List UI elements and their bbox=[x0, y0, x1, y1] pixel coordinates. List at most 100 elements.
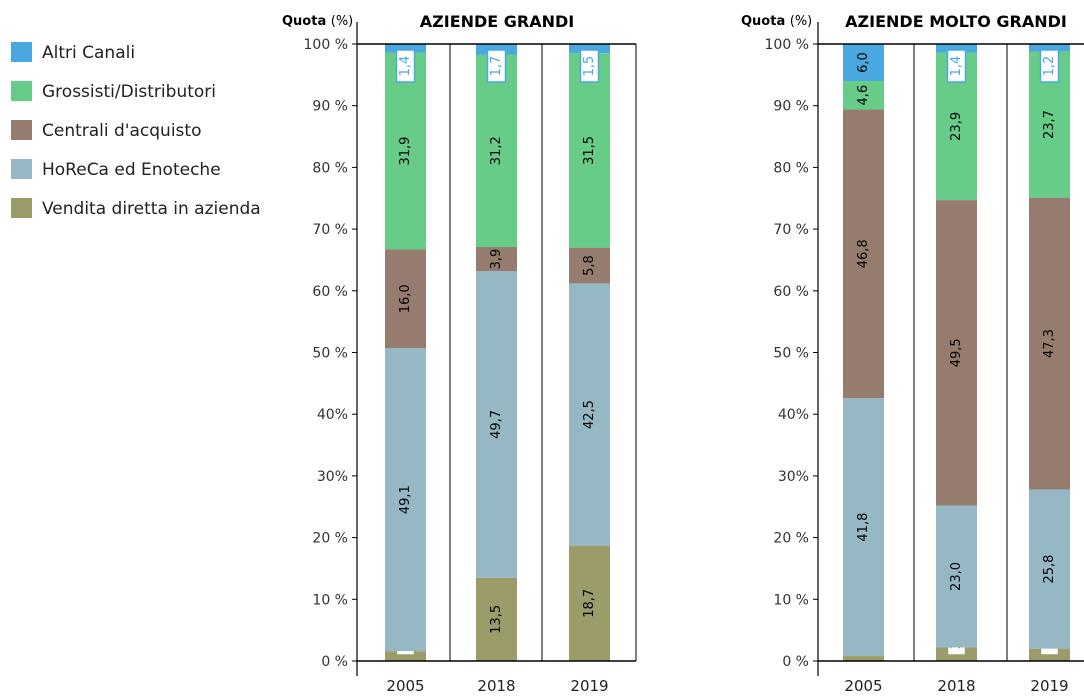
y-tick-label: 50 % bbox=[773, 346, 809, 362]
data-label-box bbox=[1039, 49, 1060, 83]
x-tick-label: 2005 bbox=[386, 677, 424, 693]
data-label-box bbox=[579, 49, 600, 83]
bar-segment-altri-canali bbox=[569, 44, 610, 54]
y-tick-label: 30% bbox=[778, 469, 809, 485]
bar-segment-vendita-diretta-in-azienda bbox=[569, 545, 610, 661]
data-label: 46,8 bbox=[856, 239, 871, 268]
data-label: 31,2 bbox=[489, 136, 504, 165]
y-tick-label: 70 % bbox=[773, 222, 809, 238]
chart-title: AZIENDE MOLTO GRANDI bbox=[845, 12, 1067, 31]
data-label: 1,4 bbox=[949, 56, 964, 77]
y-axis-label-text: Quota bbox=[741, 14, 790, 29]
y-axis-label-text: Quota bbox=[282, 14, 331, 29]
data-label: 25,8 bbox=[1042, 555, 1057, 584]
chart-title: AZIENDE GRANDI bbox=[420, 12, 575, 31]
y-tick-label: 100 % bbox=[304, 37, 348, 53]
bar-segment-altri-canali bbox=[476, 44, 517, 55]
y-axis-label: Quota (%) bbox=[282, 14, 353, 29]
legend-swatch-2 bbox=[11, 81, 32, 101]
y-axis-label-unit: (%) bbox=[790, 14, 813, 29]
data-label: 4,6 bbox=[856, 85, 871, 106]
y-tick-label: 90 % bbox=[773, 99, 809, 115]
data-label: 1,7 bbox=[489, 56, 504, 77]
bar-segment-altri-canali bbox=[936, 44, 977, 53]
bar-segment-altri-canali bbox=[1029, 44, 1070, 52]
data-label: 1,4 bbox=[398, 56, 413, 77]
bar-segment-centrali-d-acquisto bbox=[936, 200, 977, 506]
y-tick-label: 10 % bbox=[312, 592, 348, 608]
data-label: 23,7 bbox=[1042, 110, 1057, 139]
y-tick-label: 60 % bbox=[773, 284, 809, 300]
data-label: 1,2 bbox=[1042, 56, 1057, 77]
data-label: 41,8 bbox=[856, 513, 871, 542]
y-axis-label-unit: (%) bbox=[331, 14, 354, 29]
legend-swatch-3 bbox=[11, 120, 32, 140]
y-axis-label: Quota (%) bbox=[741, 14, 812, 29]
y-tick-label: 0 % bbox=[321, 654, 348, 670]
bar-segment-grossisti-distributori bbox=[476, 54, 517, 247]
data-label: 31,9 bbox=[398, 137, 413, 166]
data-label: 49,1 bbox=[398, 485, 413, 514]
x-tick-label: 2018 bbox=[477, 677, 515, 693]
bar-segment-centrali-d-acquisto bbox=[843, 109, 884, 399]
y-tick-label: 0 % bbox=[782, 654, 809, 670]
legend-label-5: Vendita diretta in azienda bbox=[42, 199, 261, 219]
bar-segment-altri-canali bbox=[843, 44, 884, 82]
bar-segment-altri-canali bbox=[385, 44, 426, 53]
legend-label-2: Grossisti/Distributori bbox=[42, 82, 216, 102]
legend-label-4: HoReCa ed Enoteche bbox=[42, 160, 221, 180]
data-label: 16,0 bbox=[398, 284, 413, 313]
y-tick-label: 20 % bbox=[312, 531, 348, 547]
bar-segment-centrali-d-acquisto bbox=[385, 249, 426, 349]
legend-label-3: Centrali d'acquisto bbox=[42, 121, 201, 141]
y-tick-label: 90 % bbox=[312, 99, 348, 115]
data-label-box bbox=[946, 49, 967, 83]
legend-swatch-4 bbox=[11, 159, 32, 179]
bar-segment-centrali-d-acquisto bbox=[1029, 197, 1070, 490]
data-label: 42,5 bbox=[582, 400, 597, 429]
bar-segment-vendita-diretta-in-azienda bbox=[385, 651, 426, 661]
y-tick-label: 30% bbox=[317, 469, 348, 485]
panel-1: Quota (%) AZIENDE GRANDI 0 % 10 % 20 % 30% 40%… bbox=[282, 12, 637, 695]
data-label: 23,0 bbox=[949, 562, 964, 591]
bar-segment-centrali-d-acquisto bbox=[569, 247, 610, 284]
bar-segment-vendita-diretta-in-azienda bbox=[843, 656, 884, 661]
bar-segment-horeca-ed-enoteche bbox=[936, 505, 977, 648]
data-label-box bbox=[486, 49, 507, 83]
x-tick-label: 2019 bbox=[570, 677, 608, 693]
bar-segment-grossisti-distributori bbox=[569, 53, 610, 248]
legend-swatch-1 bbox=[11, 42, 32, 62]
bar-segment-horeca-ed-enoteche bbox=[385, 348, 426, 652]
data-label: 23,9 bbox=[949, 112, 964, 141]
bar-segment-horeca-ed-enoteche bbox=[476, 271, 517, 578]
data-label: 18,7 bbox=[582, 589, 597, 618]
y-tick-label: 40% bbox=[778, 407, 809, 423]
bar-segment-grossisti-distributori bbox=[385, 52, 426, 250]
y-tick-label: 60 % bbox=[312, 284, 348, 300]
bar-segment-horeca-ed-enoteche bbox=[1029, 489, 1070, 649]
bar-segment-horeca-ed-enoteche bbox=[843, 398, 884, 657]
y-tick-label: 80 % bbox=[312, 160, 348, 176]
x-tick-label: 2019 bbox=[1030, 677, 1068, 693]
data-label: 49,7 bbox=[489, 410, 504, 439]
y-tick-label: 40% bbox=[317, 407, 348, 423]
bar-segment-horeca-ed-enoteche bbox=[569, 283, 610, 546]
data-label-box bbox=[395, 49, 416, 83]
data-label: 49,5 bbox=[949, 338, 964, 367]
y-tick-label: 70 % bbox=[312, 222, 348, 238]
legend-swatch-5 bbox=[11, 198, 32, 218]
y-tick-label: 20 % bbox=[773, 531, 809, 547]
data-label: 47,3 bbox=[1042, 329, 1057, 358]
data-label: 5,8 bbox=[582, 255, 597, 276]
bar-segment-grossisti-distributori bbox=[843, 81, 884, 110]
bar-segment-vendita-diretta-in-azienda bbox=[476, 577, 517, 661]
y-tick-label: 80 % bbox=[773, 160, 809, 176]
y-tick-label: 50 % bbox=[312, 346, 348, 362]
y-tick-label: 10 % bbox=[773, 592, 809, 608]
data-label: 31,5 bbox=[582, 136, 597, 165]
legend-label-1: Altri Canali bbox=[42, 43, 135, 63]
x-tick-label: 2005 bbox=[844, 677, 882, 693]
panel-2: Quota (%) AZIENDE MOLTO GRANDI 0 % 10 % 20 %… bbox=[741, 12, 1084, 695]
